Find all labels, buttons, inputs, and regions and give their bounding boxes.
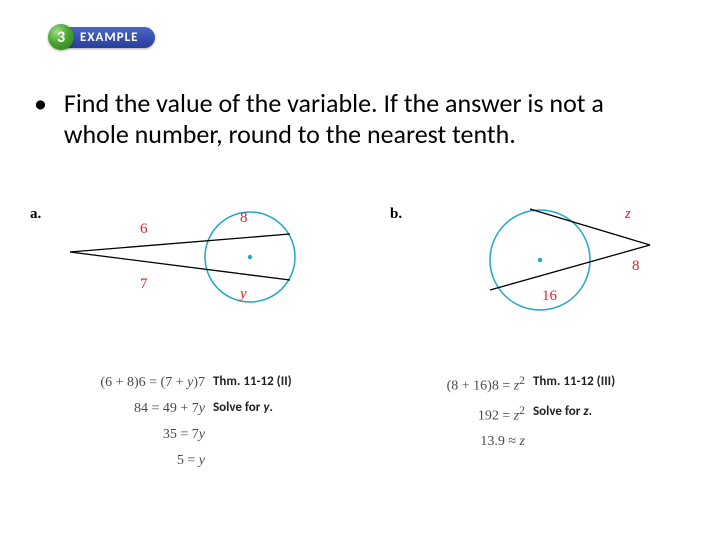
label-b-z: z [624, 206, 631, 222]
work-a-row-1: 84 = 49 + 7y Solve for y. [60, 396, 380, 422]
figures-row: a. 6 8 7 y b. [30, 200, 690, 345]
center-b [538, 258, 542, 262]
work-a-row-0: (6 + 8)6 = (7 + y)7 Thm. 11-12 (II) [60, 370, 380, 396]
part-b-label: b. [390, 206, 402, 222]
work-a-note-0: Thm. 11-12 (II) [213, 370, 292, 396]
instruction-block: • Find the value of the variable. If the… [34, 88, 674, 150]
secant-b [490, 245, 650, 290]
diagram-a: 6 8 7 y [70, 210, 295, 302]
secant-a1 [70, 234, 290, 252]
label-b-16: 16 [542, 288, 558, 304]
label-a-6: 6 [140, 221, 148, 237]
work-b-note-0: Thm. 11-12 (III) [533, 370, 615, 400]
example-number-circle: 3 [48, 24, 74, 50]
label-b-8: 8 [632, 258, 640, 274]
work-a-row-2: 35 = 7y [60, 422, 380, 448]
figures-svg: a. 6 8 7 y b. [30, 200, 690, 340]
part-a-label: a. [30, 206, 42, 222]
work-b-row-1: 192 = z2 Solve for z. [400, 400, 720, 430]
example-number: 3 [57, 28, 65, 47]
work-b-row-0: (8 + 16)8 = z2 Thm. 11-12 (III) [400, 370, 720, 400]
label-a-8: 8 [240, 210, 248, 226]
example-label: EXAMPLE [80, 30, 139, 45]
tangent-b [530, 209, 650, 245]
label-a-7: 7 [140, 276, 148, 292]
work-a-row-3: 5 = y [60, 448, 380, 474]
diagram-b-group: b. z 8 16 [390, 206, 650, 310]
example-label-pill: EXAMPLE [66, 27, 155, 48]
work-a: (6 + 8)6 = (7 + y)7 Thm. 11-12 (II) 84 =… [60, 370, 380, 474]
diagram-b: z 8 16 [490, 206, 650, 310]
work-b-row-2: 13.9 ≈ z [400, 429, 720, 455]
work-b: (8 + 16)8 = z2 Thm. 11-12 (III) 192 = z2… [400, 370, 720, 455]
example-header: 3 EXAMPLE [48, 24, 155, 50]
secant-a2 [70, 252, 290, 280]
center-a [248, 255, 252, 259]
bullet: • [34, 88, 58, 119]
label-a-y: y [238, 286, 247, 302]
instruction-text: Find the value of the variable. If the a… [64, 88, 664, 150]
